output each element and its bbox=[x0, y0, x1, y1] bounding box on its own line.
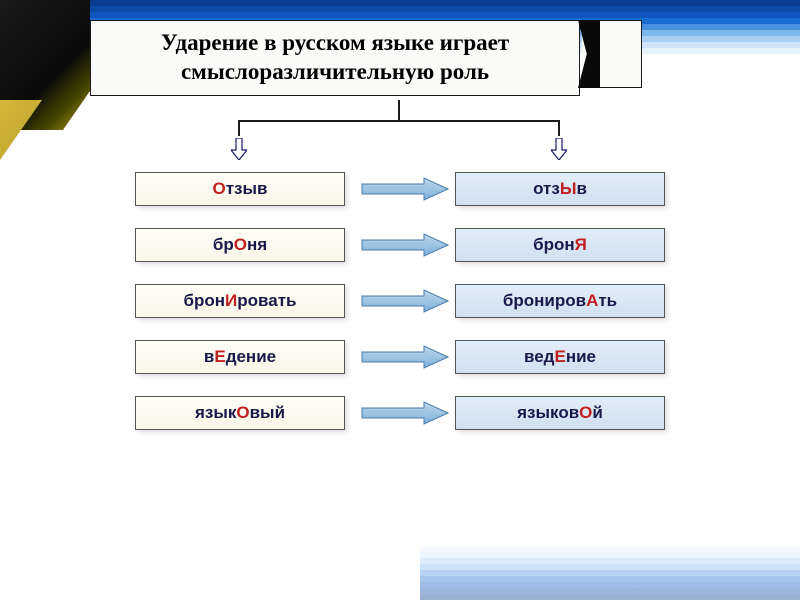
connector-hbar bbox=[238, 120, 560, 122]
link-arrow-icon bbox=[360, 400, 450, 426]
down-arrow-icon bbox=[231, 138, 247, 160]
word-box-left: бронИровать bbox=[135, 284, 345, 318]
down-arrow-icon bbox=[551, 138, 567, 160]
word-box-left: языкОвый bbox=[135, 396, 345, 430]
link-arrow-icon bbox=[360, 176, 450, 202]
word-box-left: вЕдение bbox=[135, 340, 345, 374]
word-box-left: брОня bbox=[135, 228, 345, 262]
word-box-right: языковОй bbox=[455, 396, 665, 430]
word-box-left: Отзыв bbox=[135, 172, 345, 206]
word-box-right: отзЫв bbox=[455, 172, 665, 206]
connector-left-drop bbox=[238, 120, 240, 136]
word-box-right: бронировАть bbox=[455, 284, 665, 318]
word-box-right: ведЕние bbox=[455, 340, 665, 374]
link-arrow-icon bbox=[360, 344, 450, 370]
page-title: Ударение в русском языке играет смыслора… bbox=[90, 20, 580, 96]
connector-right-drop bbox=[558, 120, 560, 136]
link-arrow-icon bbox=[360, 288, 450, 314]
link-arrow-icon bbox=[360, 232, 450, 258]
connector-stem bbox=[398, 100, 400, 120]
bg-bottom-stripes bbox=[420, 530, 800, 600]
word-box-right: бронЯ bbox=[455, 228, 665, 262]
